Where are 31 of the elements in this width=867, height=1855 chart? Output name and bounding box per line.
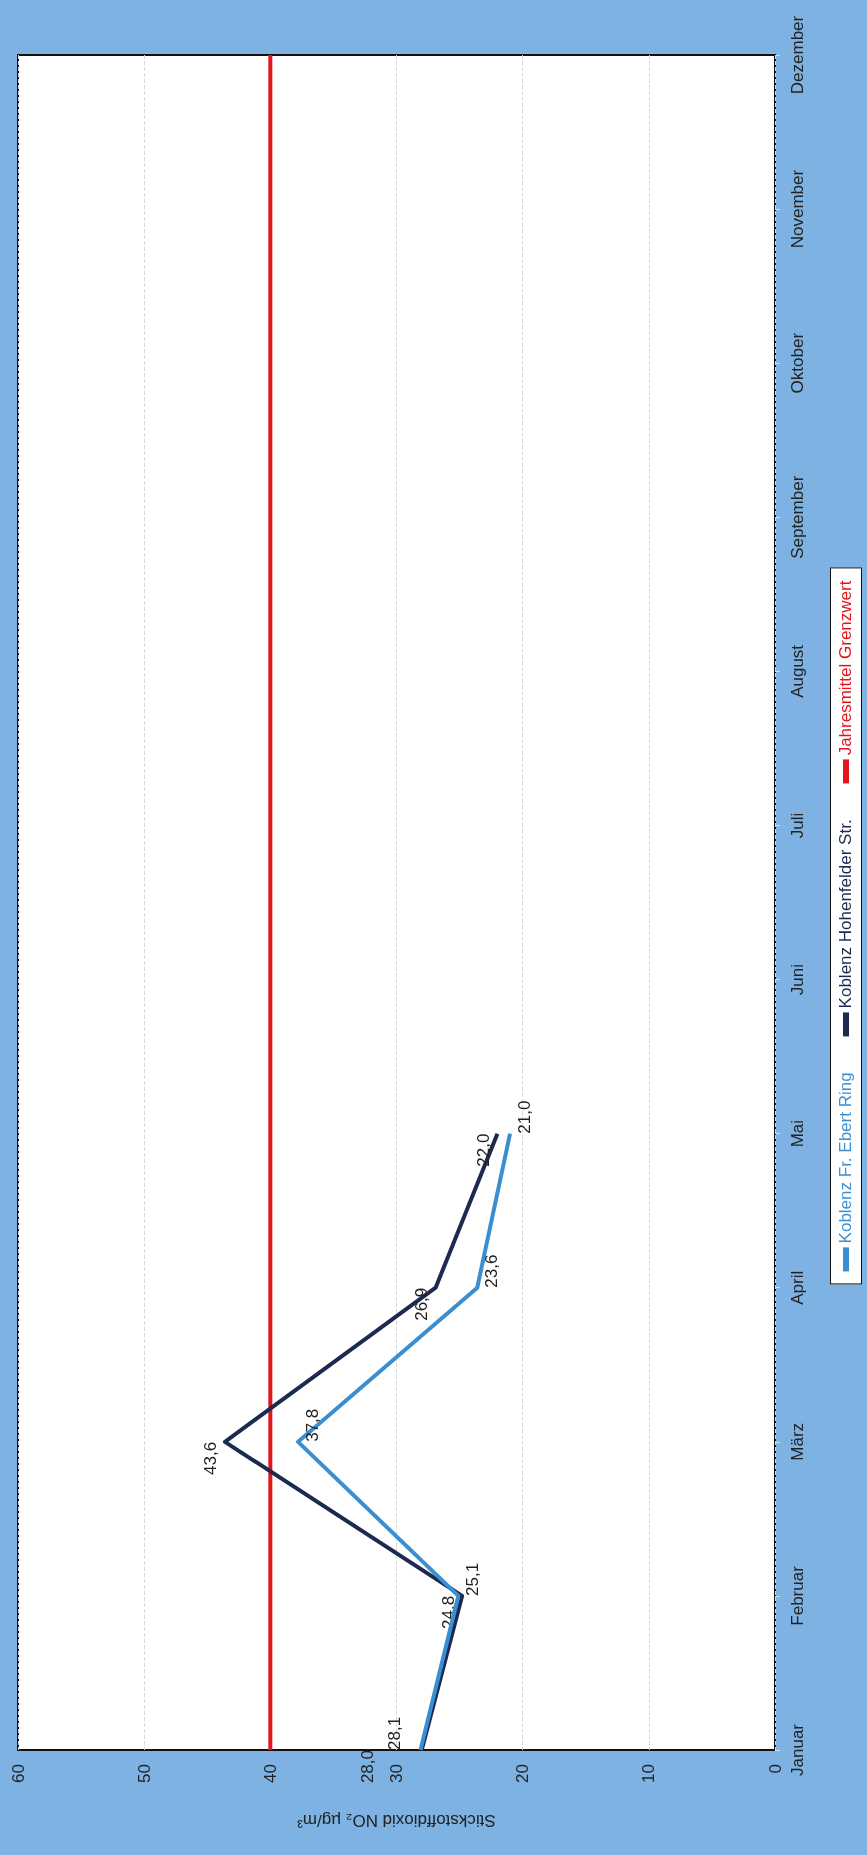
x-tick-label: 10	[639, 1764, 659, 1783]
x-tick-label: 0	[765, 1764, 785, 1774]
y-tick-label: April	[788, 1270, 807, 1305]
data-label: 28,0	[358, 1750, 378, 1784]
y-tick-label: März	[788, 1422, 807, 1461]
y-tick-label: Juli	[788, 812, 807, 839]
y-tick-label: Februar	[788, 1565, 807, 1626]
text: Jahresmittel Grenzwert	[836, 580, 856, 756]
text: Koblenz Hohenfelder Str.	[836, 819, 856, 1009]
text: Koblenz Fr. Ebert Ring	[836, 1072, 856, 1244]
y-tick-label: August	[788, 644, 807, 698]
y-tick-label: Oktober	[788, 332, 807, 394]
x-tick-label: 50	[134, 1764, 154, 1783]
data-label: 25,1	[462, 1562, 482, 1596]
y-tick-label: Januar	[788, 1723, 807, 1776]
y-tick-label: Juni	[788, 963, 807, 996]
data-label: 22,0	[473, 1133, 493, 1167]
y-tick-label: Dezember	[788, 15, 807, 95]
x-axis-title: Stickstoffdioxid NO₂ µg/m³	[296, 1811, 496, 1830]
y-tick-label: September	[788, 475, 807, 559]
x-tick-label: 20	[513, 1764, 533, 1783]
data-label: 43,6	[201, 1441, 221, 1475]
y-tick-label: Mai	[788, 1119, 807, 1148]
data-label: 28,1	[384, 1716, 404, 1750]
x-tick-label: 30	[387, 1764, 406, 1783]
data-label: 23,6	[481, 1254, 501, 1288]
y-tick-label: November	[788, 169, 807, 249]
data-label: 37,8	[302, 1408, 322, 1442]
data-label: 21,0	[514, 1100, 534, 1134]
x-tick-label: 40	[260, 1764, 280, 1783]
x-tick-label: 60	[8, 1764, 28, 1783]
